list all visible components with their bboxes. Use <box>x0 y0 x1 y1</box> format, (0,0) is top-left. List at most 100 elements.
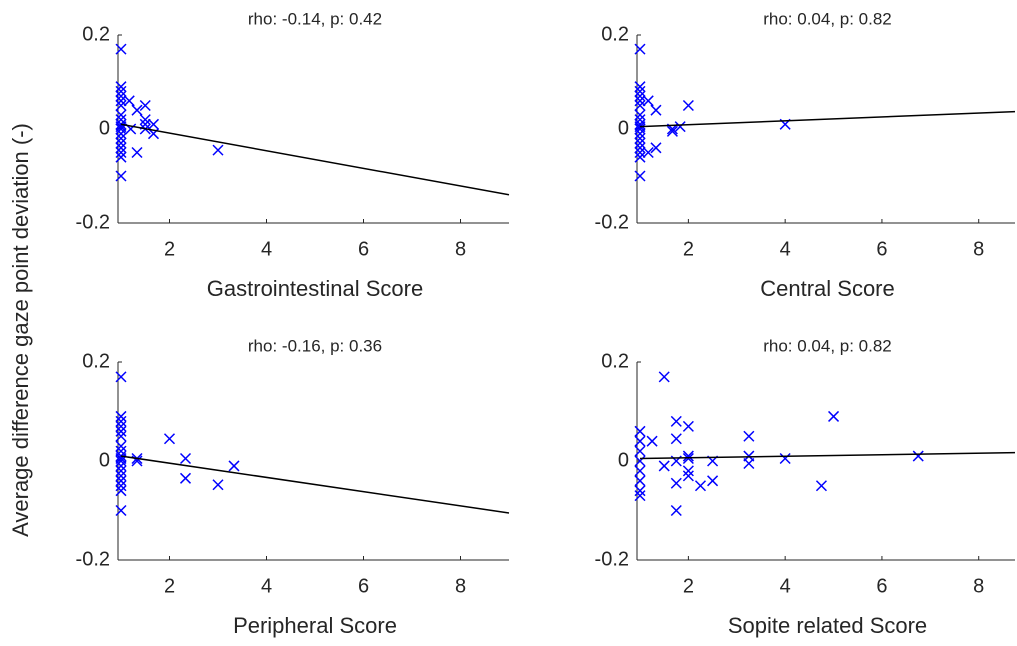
y-tick-label: -0.2 <box>595 548 629 570</box>
x-tick-label: 2 <box>683 575 694 597</box>
marker <box>115 151 127 163</box>
marker <box>115 485 127 497</box>
marker <box>115 425 127 437</box>
marker <box>634 435 646 447</box>
y-tick-label: -0.2 <box>76 211 110 233</box>
y-tick-label: 0 <box>99 449 110 471</box>
x-tick-label: 8 <box>973 575 984 597</box>
marker <box>115 410 127 422</box>
marker <box>658 460 670 472</box>
marker <box>115 99 127 112</box>
marker <box>634 85 646 97</box>
marker <box>707 475 719 487</box>
y-tick-label: 0.2 <box>82 23 110 45</box>
y-axis-label: Average difference gaze point deviation … <box>8 123 33 537</box>
marker <box>634 81 646 93</box>
marker <box>115 142 127 154</box>
marker <box>115 170 127 182</box>
marker <box>634 455 646 467</box>
marker <box>912 450 924 462</box>
x-tick-label: 2 <box>164 238 175 260</box>
marker <box>682 450 694 462</box>
x-tick-label: 8 <box>455 238 466 260</box>
subplot-title: rho: 0.04, p: 0.82 <box>763 336 892 355</box>
marker <box>115 371 127 383</box>
marker <box>650 104 662 116</box>
marker <box>682 99 694 112</box>
marker <box>682 420 694 432</box>
x-tick-label: 6 <box>358 575 369 597</box>
marker <box>634 43 646 55</box>
marker <box>815 480 827 492</box>
marker <box>115 137 127 149</box>
marker <box>115 480 127 492</box>
marker <box>131 146 143 159</box>
marker <box>179 472 192 484</box>
x-tick-label: 8 <box>455 575 466 597</box>
marker <box>115 440 127 452</box>
marker <box>115 132 127 144</box>
fit-line <box>120 455 510 514</box>
x-tick-label: 2 <box>683 238 694 260</box>
marker <box>682 470 694 482</box>
marker <box>115 146 127 159</box>
marker <box>634 128 646 140</box>
marker <box>634 475 646 487</box>
marker <box>634 90 646 102</box>
fit-line <box>120 123 510 196</box>
x-axis-label: Gastrointestinal Score <box>207 276 423 301</box>
fit-line <box>639 451 1016 460</box>
marker <box>115 81 127 93</box>
marker <box>115 420 127 432</box>
marker <box>139 114 151 126</box>
x-tick-label: 6 <box>876 238 887 260</box>
marker <box>634 132 646 144</box>
marker <box>670 433 682 445</box>
marker <box>115 470 127 482</box>
marker <box>634 490 646 502</box>
x-tick-label: 6 <box>358 238 369 260</box>
x-tick-label: 4 <box>780 238 791 260</box>
marker <box>694 480 707 492</box>
marker <box>115 475 127 487</box>
marker <box>634 465 646 477</box>
marker <box>634 425 646 437</box>
marker <box>743 457 755 470</box>
x-axis-label: Peripheral Score <box>233 613 397 638</box>
marker <box>646 435 658 447</box>
marker <box>115 90 127 102</box>
marker <box>115 460 127 472</box>
y-tick-label: 0 <box>618 117 629 139</box>
marker <box>163 433 176 445</box>
marker <box>634 170 646 182</box>
marker <box>634 118 646 130</box>
marker <box>212 144 224 156</box>
marker <box>634 137 646 149</box>
subplot-title: rho: -0.16, p: 0.36 <box>248 336 382 355</box>
marker <box>670 477 682 489</box>
x-tick-label: 4 <box>261 238 272 260</box>
x-axis-label: Central Score <box>760 276 895 301</box>
subplot-title: rho: -0.14, p: 0.42 <box>248 9 382 28</box>
x-tick-label: 4 <box>261 575 272 597</box>
marker <box>123 95 135 107</box>
marker <box>634 109 646 121</box>
marker <box>228 460 240 472</box>
marker <box>115 504 127 517</box>
marker <box>642 146 654 159</box>
marker <box>634 485 646 497</box>
subplot-title: rho: 0.04, p: 0.82 <box>763 9 892 28</box>
marker <box>147 118 160 130</box>
marker <box>634 95 646 107</box>
x-tick-label: 8 <box>973 238 984 260</box>
marker <box>634 99 646 112</box>
marker <box>743 430 755 442</box>
marker <box>779 452 791 465</box>
y-tick-label: 0.2 <box>601 23 629 45</box>
marker <box>634 123 646 135</box>
marker <box>115 465 127 477</box>
marker <box>666 125 678 137</box>
marker <box>634 445 646 457</box>
